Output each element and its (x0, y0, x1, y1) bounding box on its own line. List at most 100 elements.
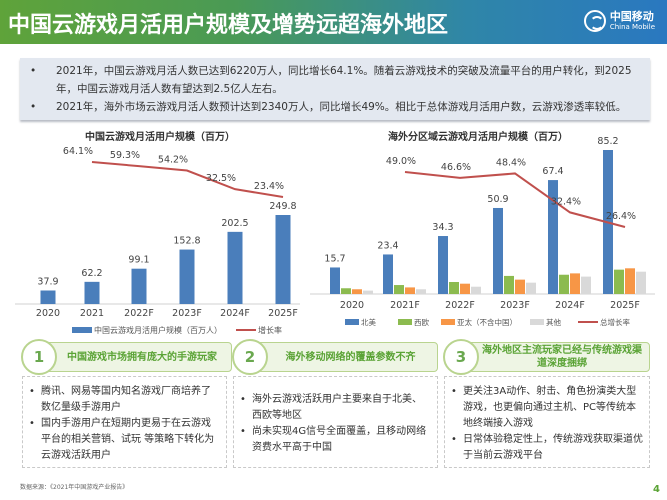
line-data-label: 49.0% (386, 156, 416, 167)
line-data-label: 48.4% (496, 157, 526, 168)
bar-其他 (526, 282, 536, 294)
page-number: 4 (653, 484, 660, 495)
line-data-label: 23.4% (254, 181, 284, 192)
bar-中国云游戏月活用户规模（百万人） (84, 281, 100, 304)
line-data-label: 64.1% (63, 146, 93, 157)
card-item: 海外云游戏活跃用户主要来自于北美、西欧等地区 (240, 392, 431, 424)
x-tick-label: 2024F (220, 308, 250, 319)
bar-西欧 (449, 282, 459, 294)
card-1-body: 腾讯、网易等国内知名游戏厂商培养了数亿量级手游用户国内手游用户在短期内更易于在云… (22, 376, 227, 468)
bar-中国云游戏月活用户规模（百万人） (275, 215, 291, 304)
summary-item: 2021年，海外市场云游戏月活人数预计达到2340万人，同比增长49%。相比于总… (28, 98, 640, 116)
x-tick-label: 2024F (555, 300, 585, 311)
bar-data-label: 85.2 (597, 136, 618, 147)
china-mobile-logo-icon (583, 10, 606, 32)
legend-swatch (441, 319, 455, 325)
bar-西欧 (394, 285, 404, 294)
bar-data-label: 99.1 (128, 255, 149, 266)
bar-其他 (471, 286, 481, 294)
bar-其他 (581, 276, 591, 294)
bar-data-label: 15.7 (324, 253, 345, 264)
card-3-header: 3 海外地区主流玩家已经与传统游戏渠道深度捆绑 (443, 339, 650, 375)
data-source: 数据来源：《2021年中国游戏产业报告》 (20, 484, 129, 491)
x-tick-label: 2025F (610, 300, 640, 311)
line-data-label: 59.3% (110, 150, 140, 161)
card-number: 3 (443, 339, 479, 375)
line-总增长率 (404, 171, 626, 228)
bar-西欧 (614, 269, 624, 294)
bar-其他 (416, 289, 426, 294)
card-number: 1 (21, 339, 57, 375)
bar-data-label: 23.4 (377, 240, 398, 251)
bar-北美 (330, 267, 340, 294)
card-2-header: 2 海外移动网络的覆盖参数不齐 (232, 339, 438, 375)
bar-中国云游戏月活用户规模（百万人） (227, 231, 243, 304)
line-data-label: 32.5% (206, 173, 236, 184)
legend-swatch (398, 319, 412, 325)
bar-data-label: 50.9 (487, 194, 508, 205)
x-tick-label: 2021F (390, 300, 420, 311)
title-bar: 中国云游戏月活用户规模及增势远超海外地区 中国移动 China Mobile (0, 0, 667, 44)
card-1-header: 1 中国游戏市场拥有庞大的手游玩家 (21, 339, 232, 375)
card-title: 中国游戏市场拥有庞大的手游玩家 (67, 351, 217, 363)
legend-swatch (530, 319, 544, 325)
bar-北美 (548, 180, 558, 294)
card-item: 尚未实现4G信号全面覆盖，且移动网络资费水平高于中国 (240, 424, 431, 456)
legend-label: 其他 (546, 317, 561, 327)
bar-data-label: 67.4 (542, 166, 563, 177)
card-item: 腾讯、网易等国内知名游戏厂商培养了数亿量级手游用户 (29, 384, 220, 416)
bar-中国云游戏月活用户规模（百万人） (179, 249, 195, 304)
bar-亚太（不含中国） (625, 268, 635, 294)
x-tick-label: 2021 (80, 308, 104, 319)
bar-西欧 (341, 288, 351, 294)
card-item: 国内手游用户在短期内更易于在云游戏平台的相关营销、试玩 等策略下转化为云游戏活跃… (29, 416, 220, 464)
bar-西欧 (504, 275, 514, 294)
x-tick-label: 2022F (445, 300, 475, 311)
bar-其他 (636, 271, 646, 294)
x-tick-label: 2020 (340, 300, 364, 311)
card-2-body: 海外云游戏活跃用户主要来自于北美、西欧等地区尚未实现4G信号全面覆盖，且移动网络… (233, 376, 438, 468)
bar-北美 (438, 236, 448, 294)
bar-中国云游戏月活用户规模（百万人） (131, 268, 147, 304)
bar-亚太（不含中国） (570, 273, 580, 294)
line-data-label: 32.4% (551, 196, 581, 207)
bar-北美 (383, 254, 393, 294)
chart-title: 海外分区域云游戏月活用户规模（百万） (388, 130, 568, 143)
logo-en: China Mobile (609, 23, 655, 31)
legend-swatch (72, 327, 92, 333)
card-title: 海外地区主流玩家已经与传统游戏渠道深度捆绑 (482, 345, 642, 369)
china-mobile-logo: 中国移动 China Mobile (583, 10, 655, 32)
bar-data-label: 249.8 (269, 201, 296, 212)
bar-data-label: 34.3 (432, 222, 453, 233)
chart-title: 中国云游戏月活用户规模（百万） (85, 130, 235, 143)
bar-亚太（不含中国） (460, 283, 470, 294)
x-tick-label: 2022F (124, 308, 154, 319)
line-data-label: 46.6% (441, 162, 471, 173)
legend-label: 总增长率 (600, 317, 630, 327)
bar-data-label: 152.8 (173, 236, 200, 247)
x-tick-label: 2023F (500, 300, 530, 311)
legend-swatch (345, 319, 359, 325)
line-data-label: 54.2% (158, 155, 188, 166)
card-title: 海外移动网络的覆盖参数不齐 (285, 351, 416, 363)
bar-data-label: 202.5 (221, 218, 248, 229)
card-number: 2 (232, 339, 268, 375)
bar-中国云游戏月活用户规模（百万人） (40, 290, 56, 304)
bar-data-label: 37.9 (37, 276, 58, 287)
summary-box: 2021年，中国云游戏月活人数已达到6220万人，同比增长64.1%。随着云游戏… (20, 58, 650, 120)
bar-北美 (493, 207, 503, 294)
summary-item: 2021年，中国云游戏月活人数已达到6220万人，同比增长64.1%。随着云游戏… (28, 62, 640, 98)
bar-其他 (363, 290, 373, 294)
x-tick-label: 2025F (268, 308, 298, 319)
legend-label: 西欧 (414, 317, 429, 327)
card-item: 更关注3A动作、射击、角色扮演类大型游戏，也更偏向通过主机、PC等传统本地终端接… (451, 384, 643, 432)
line-data-label: 26.4% (606, 211, 636, 222)
bar-亚太（不含中国） (515, 279, 525, 294)
card-item: 日常体验稳定性上，传统游戏获取渠道优于当前云游戏平台 (451, 432, 643, 464)
x-tick-label: 2023F (172, 308, 202, 319)
legend-label: 中国云游戏月活用户规模（百万人） (94, 325, 222, 335)
bar-西欧 (559, 274, 569, 294)
bar-亚太（不含中国） (405, 287, 415, 294)
bar-亚太（不含中国） (352, 289, 362, 294)
